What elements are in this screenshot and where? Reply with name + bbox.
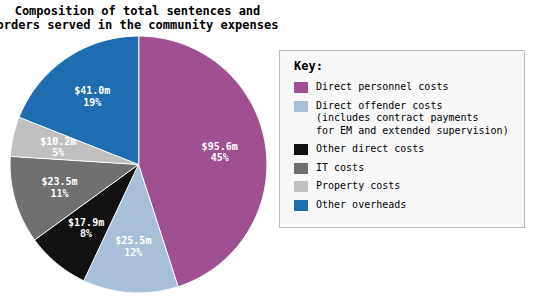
html-text:Other direct costs: Other direct costs	[316, 143, 425, 154]
html-text:Other overheads: Other overheads	[316, 198, 407, 210]
svg-text:$23.5m11%: $23.5m11%	[41, 176, 77, 199]
html-text:Direct personnel costs: Direct personnel costs	[316, 81, 449, 92]
html-text:Direct offender costs (include: Direct offender costs (includes contract…	[316, 99, 509, 136]
html-text:Property costs: Property costs	[316, 180, 401, 191]
svg-text:$95.6m45%: $95.6m45%	[201, 140, 237, 163]
html-text:Key:: Key:	[294, 59, 323, 73]
html-text:IT costs: IT costs	[316, 161, 365, 173]
svg-text:$17.9m8%: $17.9m8%	[68, 217, 104, 240]
svg-text:$41.0m19%: $41.0m19%	[74, 85, 110, 108]
svg-text:$25.5m12%: $25.5m12%	[115, 235, 151, 258]
svg-text:$10.2m5%: $10.2m5%	[40, 135, 76, 158]
